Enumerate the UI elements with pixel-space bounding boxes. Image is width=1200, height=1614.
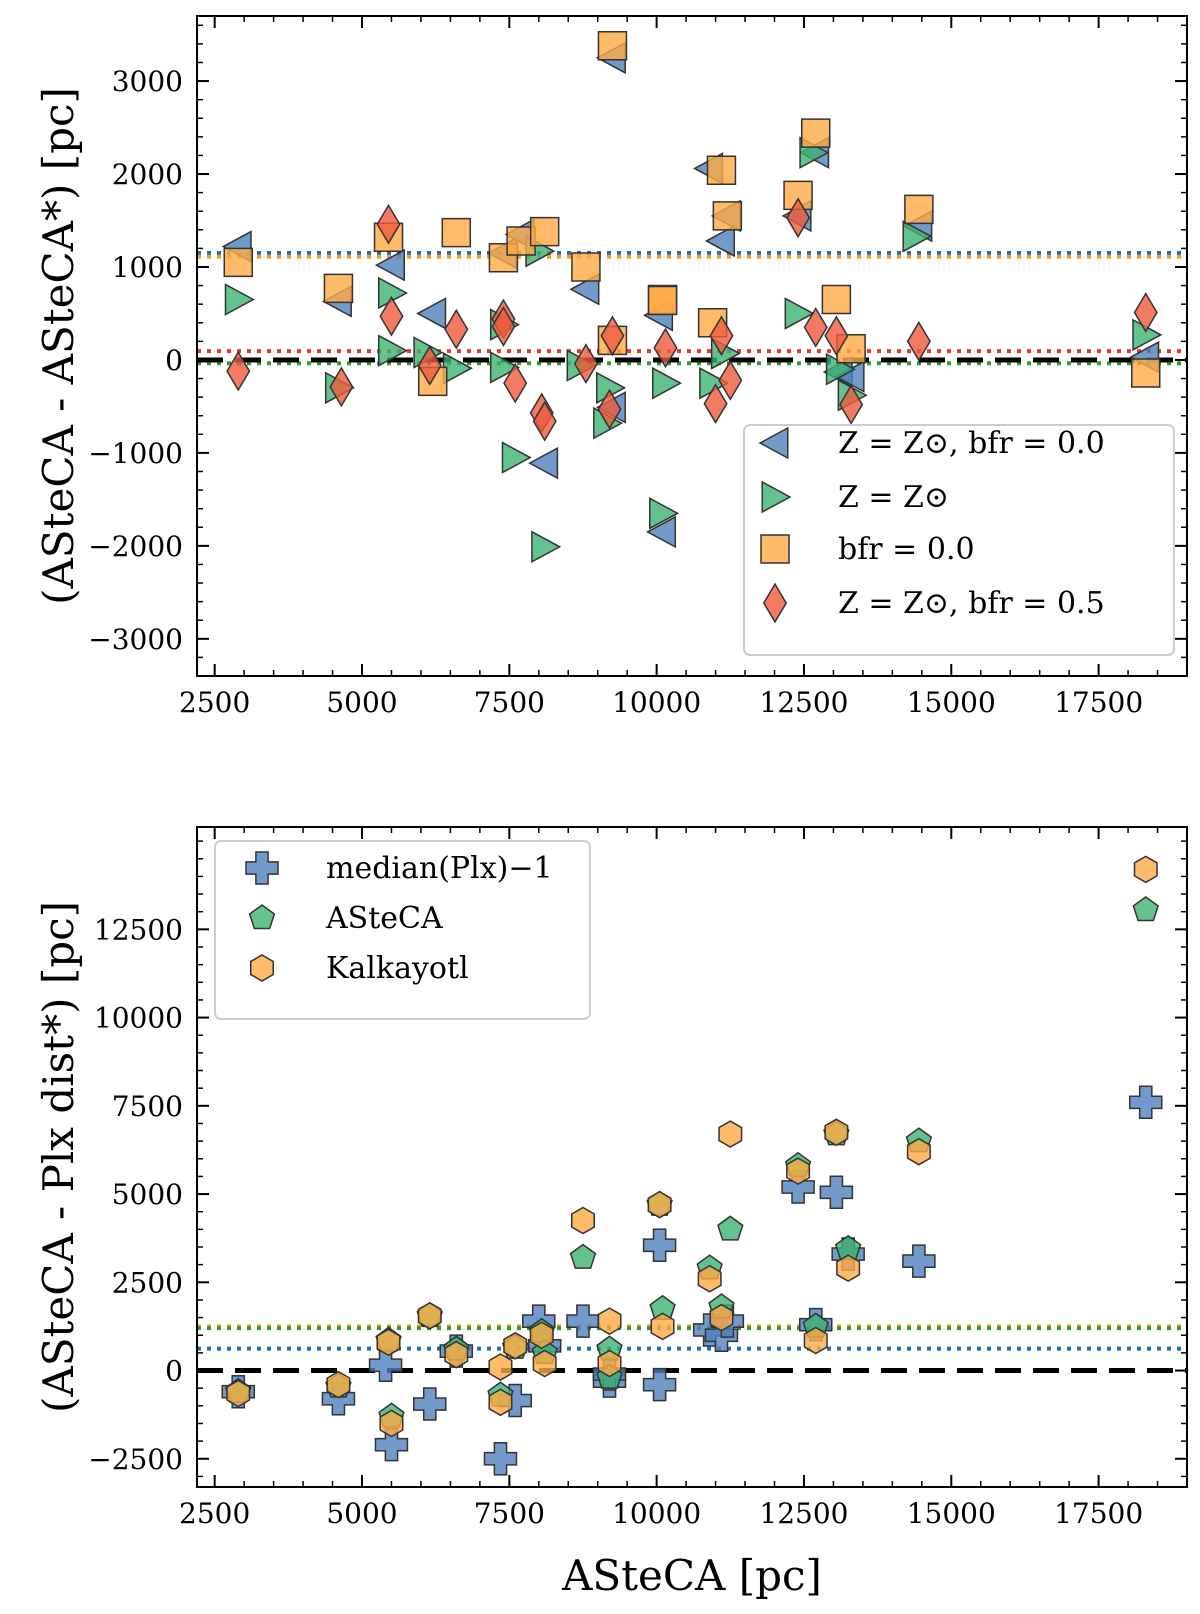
legend-label: Z = Z⊙ — [838, 480, 949, 515]
y-tick-label: −1000 — [88, 437, 183, 470]
y-tick-label: 2000 — [112, 158, 183, 191]
data-point-hexagon — [380, 1410, 403, 1436]
data-point-square — [531, 218, 559, 246]
top-y-axis-title: (ASteCA - ASteCA*) [pc] — [34, 87, 83, 605]
x-tick-label: 2500 — [179, 1497, 250, 1530]
bottom-y-axis-title: (ASteCA - Plx dist*) [pc] — [34, 901, 83, 1413]
data-point-hexagon — [837, 1255, 860, 1281]
data-point-hexagon — [710, 1305, 733, 1331]
y-tick-label: 3000 — [112, 65, 183, 98]
y-tick-label: 2500 — [112, 1266, 183, 1299]
data-point-hexagon — [504, 1333, 527, 1359]
y-tick-label: 5000 — [112, 1178, 183, 1211]
data-point-square — [822, 286, 850, 314]
legend-label: ASteCA — [325, 901, 443, 936]
data-point-hexagon — [489, 1354, 512, 1380]
bottom-panel: 2500 5000 7500 10000 12500 15000 17500 −2500 0 25… — [34, 827, 1187, 1600]
x-tick-label: 2500 — [179, 686, 250, 719]
data-point-hexagon — [648, 1192, 671, 1218]
y-tick-label: 1000 — [112, 251, 183, 284]
data-point-hexagon — [1134, 856, 1157, 882]
legend-marker-square — [761, 535, 789, 563]
x-tick-label: 7500 — [474, 686, 545, 719]
data-point-square — [707, 156, 735, 184]
data-point-square — [649, 286, 677, 314]
data-point-hexagon — [804, 1328, 827, 1354]
data-point-hexagon — [787, 1158, 810, 1184]
data-point-square — [1132, 359, 1160, 387]
x-tick-label: 5000 — [326, 686, 397, 719]
legend-marker-hexagon — [251, 955, 274, 981]
y-tick-label: −2500 — [88, 1443, 183, 1476]
x-tick-label: 17500 — [1054, 1497, 1143, 1530]
top-panel: 2500 5000 7500 10000 12500 15000 17500−3000−20… — [34, 16, 1187, 719]
data-point-square — [905, 195, 933, 223]
data-point-hexagon — [572, 1208, 595, 1234]
legend-label: Z = Z⊙, bfr = 0.5 — [838, 586, 1105, 621]
legend-label: Z = Z⊙, bfr = 0.0 — [838, 426, 1105, 461]
x-tick-label: 12500 — [759, 686, 848, 719]
data-point-hexagon — [598, 1308, 621, 1334]
y-tick-label: 10000 — [94, 1002, 183, 1035]
y-tick-label: 0 — [165, 344, 183, 377]
y-tick-label: 0 — [165, 1355, 183, 1388]
data-point-hexagon — [719, 1121, 742, 1147]
data-point-hexagon — [825, 1119, 848, 1145]
data-point-square — [324, 274, 352, 302]
y-tick-label: 12500 — [94, 913, 183, 946]
data-point-hexagon — [530, 1322, 553, 1348]
legend-label: Kalkayotl — [326, 951, 469, 986]
x-tick-label: 15000 — [907, 686, 996, 719]
y-tick-label: 7500 — [112, 1090, 183, 1123]
x-tick-label: 15000 — [907, 1497, 996, 1530]
data-point-square — [713, 202, 741, 230]
bottom-x-axis-title: ASteCA [pc] — [561, 1551, 822, 1600]
legend-label: median(Plx)−1 — [326, 851, 553, 886]
data-point-hexagon — [489, 1389, 512, 1415]
x-tick-label: 12500 — [759, 1497, 848, 1530]
data-point-square — [598, 32, 626, 60]
legend-label: bfr = 0.0 — [838, 532, 975, 567]
x-tick-label: 17500 — [1054, 686, 1143, 719]
data-point-square — [442, 219, 470, 247]
figure-canvas: 2500 5000 7500 10000 12500 15000 17500−3000−20… — [0, 0, 1200, 1614]
data-point-hexagon — [227, 1380, 250, 1406]
x-tick-label: 5000 — [326, 1497, 397, 1530]
data-point-hexagon — [908, 1139, 931, 1165]
top-legend: Z = Z⊙, bfr = 0.0 Z = Z⊙ bfr = 0.0 Z = Z⊙, … — [744, 425, 1174, 655]
x-tick-label: 10000 — [612, 686, 701, 719]
data-point-hexagon — [698, 1266, 721, 1292]
y-tick-label: −3000 — [88, 623, 183, 656]
y-tick-label: −2000 — [88, 530, 183, 563]
data-point-hexagon — [419, 1303, 442, 1329]
x-tick-label: 7500 — [474, 1497, 545, 1530]
data-point-square — [572, 253, 600, 281]
data-point-hexagon — [533, 1350, 556, 1376]
bottom-legend: median(Plx)−1 ASteCA Kalkayotl — [215, 841, 590, 1019]
data-point-square — [802, 119, 830, 147]
data-point-hexagon — [327, 1372, 350, 1398]
x-tick-label: 10000 — [612, 1497, 701, 1530]
data-point-hexagon — [445, 1342, 468, 1368]
data-point-hexagon — [598, 1350, 621, 1376]
data-point-hexagon — [377, 1329, 400, 1355]
data-point-square — [224, 248, 252, 276]
data-point-hexagon — [651, 1313, 674, 1339]
